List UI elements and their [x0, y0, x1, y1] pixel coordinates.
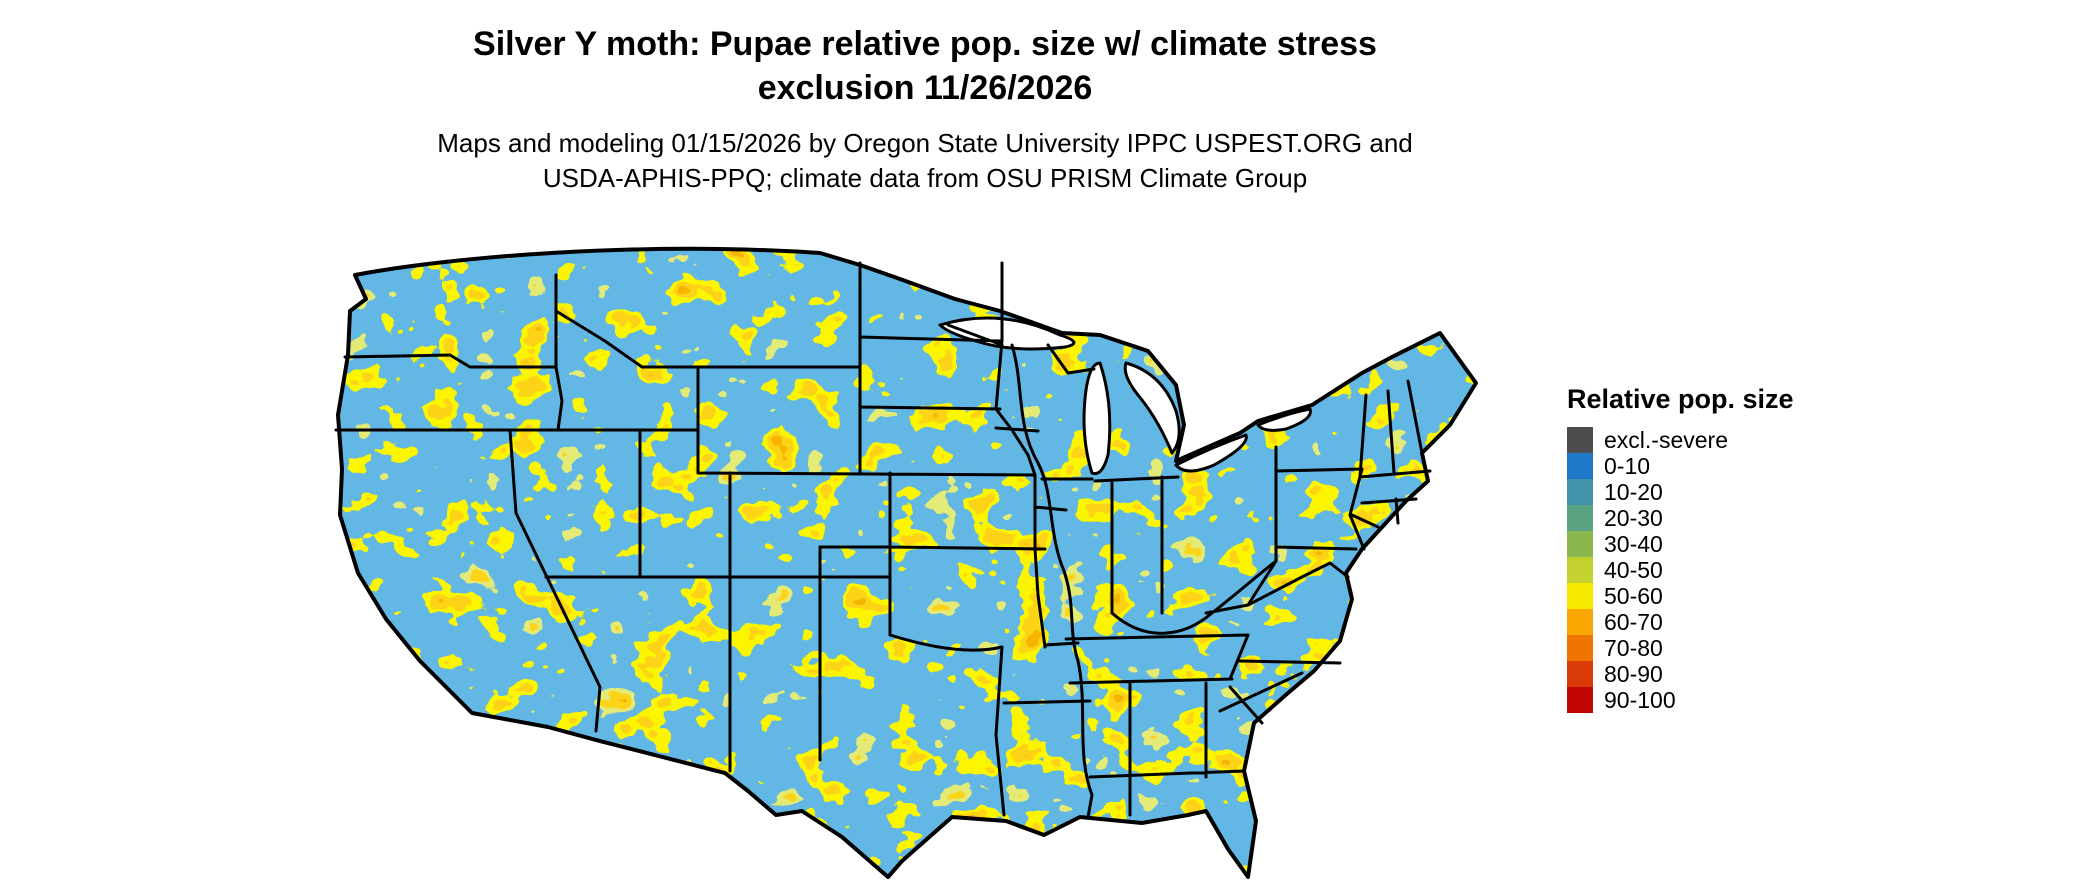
legend-swatch: [1567, 453, 1593, 479]
legend-swatch: [1567, 687, 1593, 713]
legend-swatch: [1567, 583, 1593, 609]
legend-swatch: [1567, 505, 1593, 531]
legend-swatch: [1567, 635, 1593, 661]
map-raster-texture: [338, 248, 1476, 877]
legend-item: 10-20: [1567, 479, 1794, 505]
legend-label: 50-60: [1604, 582, 1663, 609]
legend-label: 0-10: [1604, 452, 1651, 479]
page-title-line2: exclusion 11/26/2026: [757, 69, 1093, 108]
legend-label: 30-40: [1604, 530, 1663, 557]
state-borders: [334, 261, 1432, 819]
legend-swatch: [1567, 531, 1593, 557]
legend-swatch: [1567, 427, 1593, 453]
legend-label: 40-50: [1604, 556, 1663, 583]
legend-rows: excl.-severe 0-10 10-20 20-30 30-40 40-5…: [1567, 427, 1794, 713]
legend-label: excl.-severe: [1604, 426, 1728, 453]
legend-label: 20-30: [1604, 504, 1663, 531]
map-figure: [300, 215, 1540, 887]
legend-item: 30-40: [1567, 531, 1794, 557]
legend-item: 90-100: [1567, 687, 1794, 713]
page-title-line1: Silver Y moth: Pupae relative pop. size …: [473, 25, 1377, 63]
legend-item: excl.-severe: [1567, 427, 1794, 453]
legend-item: 80-90: [1567, 661, 1794, 687]
legend-item: 40-50: [1567, 557, 1794, 583]
legend-item: 50-60: [1567, 583, 1794, 609]
subtitle-line2: USDA-APHIS-PPQ; climate data from OSU PR…: [542, 162, 1308, 193]
us-landmass: [338, 248, 1476, 877]
legend-item: 20-30: [1567, 505, 1794, 531]
great-lakes-shapes: [938, 316, 1312, 476]
legend-swatch: [1567, 479, 1593, 505]
us-map-svg: [334, 246, 1478, 879]
legend-item: 70-80: [1567, 635, 1794, 661]
legend-label: 70-80: [1604, 634, 1663, 661]
legend-item: 0-10: [1567, 453, 1794, 479]
map-attribution: Maps and modeling 01/15/2026 by Oregon S…: [0, 126, 1850, 195]
legend-swatch: [1567, 557, 1593, 583]
legend-label: 80-90: [1604, 660, 1663, 687]
legend-label: 10-20: [1604, 478, 1663, 505]
map-legend: Relative pop. size excl.-severe 0-10 10-…: [1567, 384, 1794, 713]
legend-label: 60-70: [1604, 608, 1663, 635]
legend-item: 60-70: [1567, 609, 1794, 635]
legend-swatch: [1567, 609, 1593, 635]
legend-label: 90-100: [1604, 686, 1676, 713]
map-header: Silver Y moth: Pupae relative pop. size …: [0, 22, 1850, 195]
legend-title: Relative pop. size: [1567, 384, 1794, 414]
legend-swatch: [1567, 661, 1593, 687]
subtitle-line1: Maps and modeling 01/15/2026 by Oregon S…: [437, 128, 1413, 159]
us-outline: [336, 246, 1478, 879]
